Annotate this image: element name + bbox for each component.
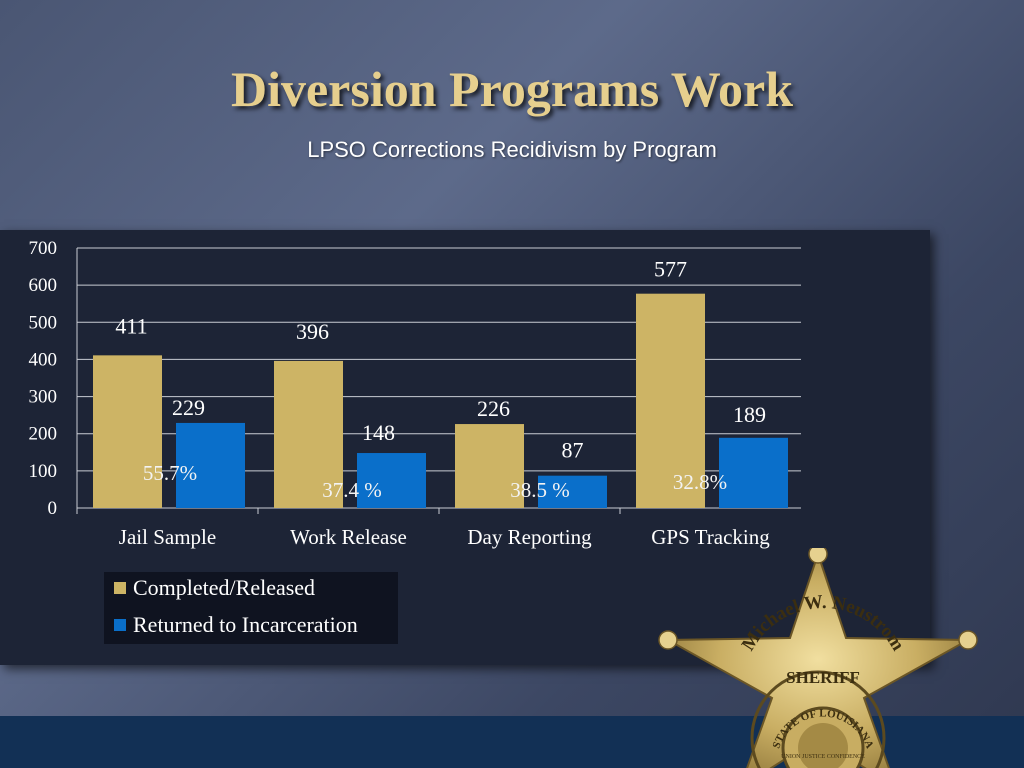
data-label: 226 bbox=[477, 396, 510, 421]
data-label: 396 bbox=[296, 319, 329, 344]
percent-annotation: 32.8% bbox=[673, 470, 727, 494]
chart-legend: Completed/Released Returned to Incarcera… bbox=[104, 572, 398, 644]
bar-returned bbox=[719, 437, 788, 508]
percent-annotation: 37.4 % bbox=[322, 478, 382, 502]
bar-completed bbox=[274, 360, 343, 508]
bar-completed bbox=[93, 355, 162, 508]
data-label: 577 bbox=[654, 257, 687, 282]
legend-swatch-returned bbox=[114, 619, 126, 631]
y-tick-label: 600 bbox=[29, 275, 58, 296]
bar-returned bbox=[538, 475, 607, 508]
percent-annotation: 55.7% bbox=[143, 461, 197, 485]
percent-annotation: 38.5 % bbox=[510, 478, 570, 502]
sheriff-star-badge-icon: Michael W. Neustrom SHERIFF STATE OF LOU… bbox=[658, 548, 978, 768]
badge-rank-text: SHERIFF bbox=[786, 668, 860, 687]
y-tick-label: 400 bbox=[29, 349, 58, 370]
bar-completed bbox=[455, 424, 524, 508]
y-tick-label: 500 bbox=[29, 312, 58, 333]
legend-label-returned: Returned to Incarceration bbox=[133, 612, 358, 637]
y-tick-label: 300 bbox=[29, 387, 58, 408]
bar-completed bbox=[636, 293, 705, 508]
legend-item-completed: Completed/Released bbox=[114, 574, 315, 602]
x-tick-label: Work Release bbox=[290, 525, 407, 549]
legend-label-completed: Completed/Released bbox=[133, 575, 316, 600]
badge-motto-text: UNION JUSTICE CONFIDENCE bbox=[781, 754, 865, 760]
y-tick-label: 200 bbox=[29, 424, 58, 445]
legend-swatch-completed bbox=[114, 582, 126, 594]
bar-returned bbox=[176, 422, 245, 508]
y-tick-label: 700 bbox=[29, 238, 58, 259]
data-label: 148 bbox=[362, 420, 395, 445]
x-tick-label: Jail Sample bbox=[119, 525, 216, 549]
legend-item-returned: Returned to Incarceration bbox=[114, 611, 358, 639]
data-label: 411 bbox=[115, 313, 147, 338]
y-tick-label: 0 bbox=[48, 498, 58, 519]
slide-subtitle: LPSO Corrections Recidivism by Program bbox=[307, 137, 717, 162]
x-tick-label: Day Reporting bbox=[467, 525, 592, 549]
bar-returned bbox=[357, 453, 426, 508]
slide-title: Diversion Programs Work bbox=[230, 61, 793, 117]
y-tick-label: 100 bbox=[29, 461, 58, 482]
data-label: 189 bbox=[733, 402, 766, 427]
data-label: 229 bbox=[172, 395, 205, 420]
x-tick-label: GPS Tracking bbox=[651, 525, 770, 549]
data-label: 87 bbox=[562, 438, 584, 463]
